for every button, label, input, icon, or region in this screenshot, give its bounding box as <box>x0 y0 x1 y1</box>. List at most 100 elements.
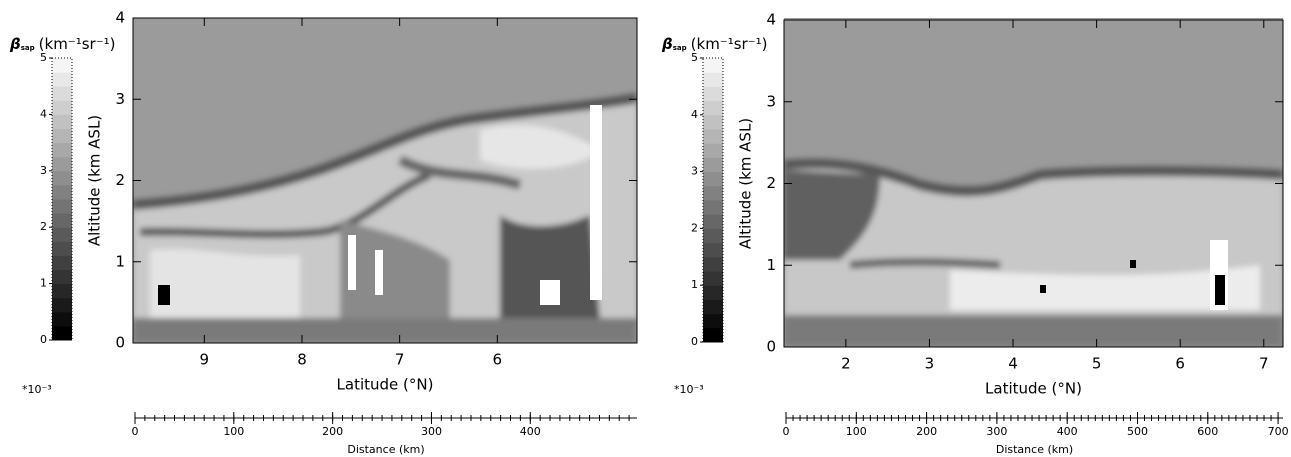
colorbar-step <box>52 114 72 129</box>
distance-tick-label: 200 <box>322 425 343 438</box>
y-tick-label: 1 <box>115 252 125 270</box>
y-tick-label: 4 <box>766 11 776 29</box>
colorbar-step <box>703 100 723 116</box>
x-tick-label: 9 <box>200 351 210 369</box>
colorbar-tick-label: 4 <box>40 107 47 120</box>
y-axis-label: Altitude (km ASL) <box>86 115 104 246</box>
colorbar-unit: (km⁻¹sr⁻¹) <box>691 35 768 53</box>
colorbar-step <box>703 129 723 144</box>
colorbar-tick-label: 3 <box>40 164 47 177</box>
colorbar-step <box>703 228 723 244</box>
colorbar-step <box>52 128 72 144</box>
y-tick-label: 1 <box>766 256 776 274</box>
distance-tick-label: 0 <box>132 425 139 438</box>
colorbar-step <box>52 311 72 327</box>
colorbar-step <box>703 58 723 73</box>
colorbar-frame <box>702 57 724 343</box>
colorbar-step <box>703 185 723 201</box>
colorbar-step <box>52 199 72 214</box>
x-tick-label: 8 <box>297 351 307 369</box>
colorbar-step <box>703 271 723 286</box>
colorbar-step <box>52 325 72 341</box>
y-tick-label: 3 <box>115 90 125 108</box>
curtain-image <box>784 18 1283 347</box>
colorbar-step <box>52 255 72 270</box>
colorbar-tick-label: 1 <box>40 277 47 290</box>
colorbar-step <box>703 256 723 272</box>
colorbar-symbol: β <box>661 35 673 53</box>
colorbar-step <box>52 72 72 87</box>
distance-axis-label: Distance (km) <box>996 443 1073 456</box>
distance-tick-label: 200 <box>916 425 937 438</box>
colorbar-title: βsap (km⁻¹sr⁻¹) <box>9 35 116 53</box>
colorbar-tick-label: 0 <box>691 335 698 348</box>
colorbar-step <box>703 143 723 158</box>
colorbar-tick-label: 4 <box>691 108 698 121</box>
colorbar-step <box>703 200 723 215</box>
colorbar-step <box>703 157 723 173</box>
colorbar-step <box>703 171 723 187</box>
colorbar-multiplier: *10⁻³ <box>22 383 52 396</box>
distance-tick-label: 300 <box>986 425 1007 438</box>
colorbar-tick-label: 0 <box>40 333 47 346</box>
distance-tick-label: 100 <box>223 425 244 438</box>
colorbar-unit: (km⁻¹sr⁻¹) <box>39 35 116 53</box>
colorbar-step <box>52 142 72 158</box>
colorbar-step <box>52 170 72 186</box>
colorbar-step <box>703 242 723 258</box>
colorbar-step <box>703 285 723 300</box>
x-axis-label: Latitude (°N) <box>337 376 434 394</box>
y-tick-label: 4 <box>115 9 125 27</box>
distance-tick-label: 400 <box>1057 425 1078 438</box>
colorbar-step <box>52 58 72 73</box>
colorbar-step <box>703 214 723 229</box>
distance-tick-label: 700 <box>1268 425 1289 438</box>
colorbar-tick-label: 1 <box>691 278 698 291</box>
colorbar-tick-label: 2 <box>691 221 698 234</box>
colorbar-multiplier: *10⁻³ <box>674 383 704 396</box>
colorbar-step <box>703 86 723 102</box>
colorbar-step <box>703 72 723 87</box>
colorbar-step <box>52 283 72 299</box>
colorbar-step <box>52 297 72 313</box>
colorbar-step <box>703 313 723 329</box>
colorbar-step <box>703 327 723 343</box>
colorbar-frame <box>51 57 73 341</box>
y-tick-label: 2 <box>115 171 125 189</box>
colorbar-subscript: sap <box>21 44 35 52</box>
x-tick-label: 7 <box>395 351 405 369</box>
y-axis-label: Altitude (km ASL) <box>737 118 755 249</box>
distance-axis-label: Distance (km) <box>347 443 424 456</box>
x-axis-label: Latitude (°N) <box>985 380 1082 398</box>
colorbar-step <box>52 86 72 101</box>
colorbar-step <box>703 114 723 130</box>
colorbar-subscript: sap <box>673 44 687 52</box>
distance-tick-label: 0 <box>783 425 790 438</box>
distance-tick-label: 500 <box>1127 425 1148 438</box>
colorbar-step <box>52 100 72 115</box>
x-tick-label: 3 <box>925 355 935 373</box>
colorbar-tick-label: 2 <box>40 220 47 233</box>
colorbar-tick-label: 5 <box>40 51 47 64</box>
y-tick-label: 0 <box>115 334 125 352</box>
colorbar-step <box>52 213 72 228</box>
colorbar-step <box>703 299 723 315</box>
y-tick-label: 0 <box>766 338 776 356</box>
colorbar-title: βsap (km⁻¹sr⁻¹) <box>661 35 768 53</box>
curtain-image <box>133 18 637 343</box>
colorbar-step <box>52 227 72 242</box>
y-tick-label: 2 <box>766 174 776 192</box>
x-tick-label: 6 <box>1175 355 1185 373</box>
x-tick-label: 6 <box>493 351 503 369</box>
distance-tick-label: 400 <box>520 425 541 438</box>
x-tick-label: 4 <box>1008 355 1018 373</box>
colorbar-step <box>52 269 72 285</box>
x-tick-label: 5 <box>1092 355 1102 373</box>
x-tick-label: 7 <box>1259 355 1269 373</box>
colorbar-symbol: β <box>9 35 21 53</box>
colorbar-step <box>52 156 72 172</box>
distance-tick-label: 100 <box>846 425 867 438</box>
colorbar-tick-label: 3 <box>691 165 698 178</box>
y-tick-label: 3 <box>766 92 776 110</box>
x-tick-label: 2 <box>841 355 851 373</box>
